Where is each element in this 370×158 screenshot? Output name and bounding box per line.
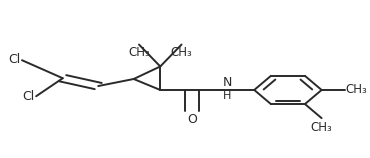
Text: CH₃: CH₃ xyxy=(346,83,367,97)
Text: O: O xyxy=(187,113,197,126)
Text: Cl: Cl xyxy=(22,90,34,103)
Text: CH₃: CH₃ xyxy=(128,46,150,59)
Text: N: N xyxy=(223,76,232,89)
Text: H: H xyxy=(223,91,231,101)
Text: CH₃: CH₃ xyxy=(311,121,333,134)
Text: Cl: Cl xyxy=(8,53,20,66)
Text: CH₃: CH₃ xyxy=(171,46,192,59)
